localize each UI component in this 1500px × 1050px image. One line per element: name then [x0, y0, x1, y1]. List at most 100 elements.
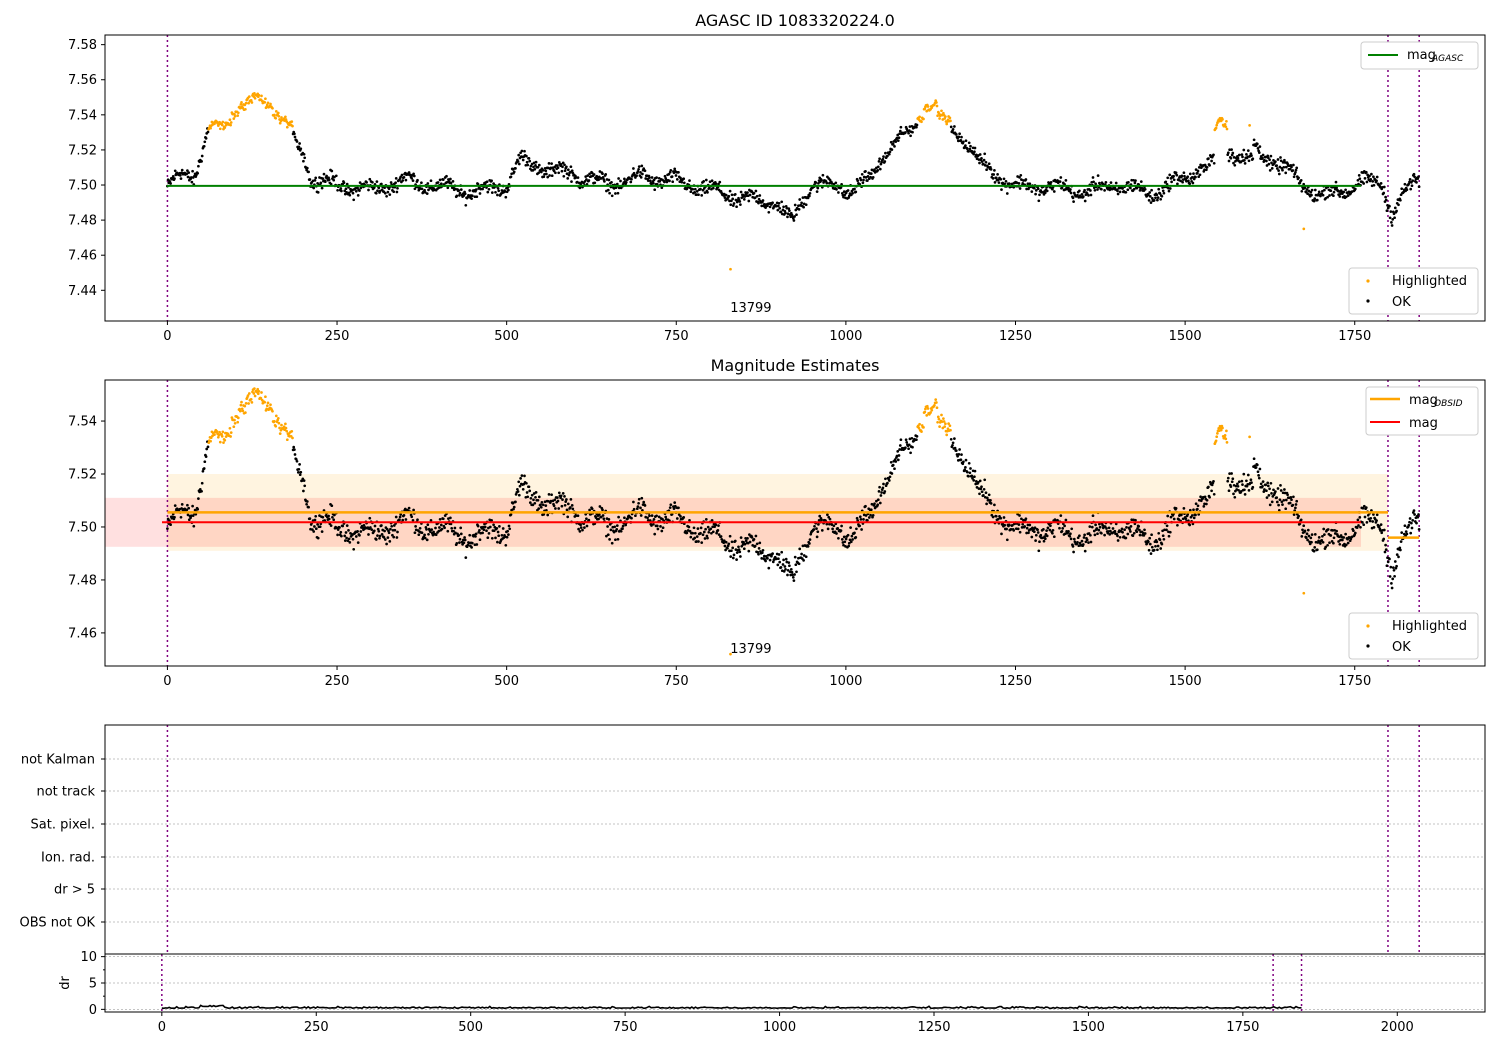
ok-point [385, 542, 388, 546]
highlighted-point [252, 392, 256, 395]
ok-point [541, 503, 545, 507]
ok-point [187, 171, 191, 174]
ok-point [375, 180, 379, 183]
ok-point [1270, 167, 1274, 170]
ok-point [323, 180, 327, 184]
ok-point [876, 165, 880, 169]
ok-point [1292, 175, 1296, 179]
ok-point [1067, 186, 1070, 190]
ok-point [1309, 190, 1313, 194]
highlighted-point [937, 112, 941, 115]
ok-point [731, 197, 735, 201]
highlighted-point [938, 425, 941, 428]
legend-highlighted-label: Highlighted [1392, 274, 1467, 289]
ok-point [413, 187, 417, 191]
ok-point [467, 194, 471, 197]
ok-point [1265, 489, 1268, 493]
ok-point [1005, 527, 1008, 531]
ok-point [608, 191, 611, 195]
ok-point [951, 127, 955, 131]
ok-point [760, 204, 764, 208]
ok-point [559, 494, 563, 498]
ok-point [904, 438, 908, 442]
ok-point [1203, 502, 1206, 506]
ok-point [614, 192, 617, 195]
ok-point [687, 525, 691, 529]
ok-point [1391, 218, 1395, 221]
ok-point [785, 206, 789, 210]
ok-point [1135, 186, 1139, 190]
ok-point [907, 131, 910, 135]
ok-point [1098, 525, 1102, 529]
ok-point [802, 554, 806, 557]
ok-point [1176, 523, 1179, 527]
ok-point [1380, 531, 1384, 535]
ok-point [761, 548, 765, 552]
ok-point [198, 487, 202, 491]
ok-point [746, 537, 749, 540]
ok-point [1019, 173, 1023, 177]
ok-point [650, 514, 654, 517]
highlighted-point [257, 390, 261, 393]
ok-point [700, 541, 704, 544]
ok-point [954, 133, 958, 136]
ok-point [959, 458, 963, 462]
flag-label: dr > 5 [54, 883, 95, 898]
highlighted-point [233, 418, 236, 422]
ok-point [1306, 528, 1310, 532]
ok-point [563, 503, 567, 507]
highlighted-point [729, 652, 732, 656]
ok-point [187, 506, 191, 510]
ok-point [1182, 171, 1186, 175]
ok-point [663, 174, 667, 178]
ok-point [492, 523, 495, 527]
flag-label: OBS not OK [20, 916, 96, 931]
highlighted-point [945, 122, 949, 126]
ok-point [728, 199, 731, 203]
ok-point [533, 501, 537, 505]
highlighted-point [936, 420, 939, 424]
ok-point [775, 204, 778, 208]
ok-point [569, 498, 573, 501]
ok-point [1364, 506, 1368, 509]
ok-point [1391, 566, 1395, 569]
ok-point [661, 526, 665, 530]
ok-point [846, 189, 850, 192]
highlighted-point [284, 115, 287, 119]
ok-point [396, 186, 399, 190]
ok-point [1083, 188, 1086, 192]
ok-point [1143, 187, 1147, 191]
ok-point [897, 454, 901, 457]
ok-point [1242, 472, 1246, 476]
ok-point [808, 542, 811, 545]
ok-point [790, 570, 794, 574]
legend-highlighted-label-2: Highlighted [1392, 619, 1467, 634]
ok-point [1026, 182, 1030, 186]
ok-point [293, 132, 296, 136]
ok-point [697, 193, 700, 197]
ok-point [1252, 457, 1256, 461]
ok-point [1114, 522, 1118, 526]
ok-point [779, 210, 783, 214]
ok-point [711, 186, 715, 190]
ok-point [1229, 485, 1233, 488]
ok-point [1243, 493, 1247, 496]
ok-point [742, 547, 746, 551]
ok-point [866, 518, 869, 522]
ok-point [340, 534, 343, 538]
ok-point [556, 496, 559, 499]
ok-point [854, 190, 858, 194]
ok-point [1272, 488, 1275, 492]
x-tick-label: 1750 [1338, 329, 1371, 344]
ok-point [652, 522, 655, 526]
ok-point [650, 176, 654, 179]
highlighted-point [223, 438, 227, 442]
ok-point [830, 523, 834, 526]
ok-point [752, 537, 756, 541]
ok-point [891, 142, 895, 146]
highlighted-point [285, 438, 289, 442]
ok-point [426, 523, 430, 527]
ok-point [292, 445, 296, 449]
ok-point [967, 141, 971, 145]
